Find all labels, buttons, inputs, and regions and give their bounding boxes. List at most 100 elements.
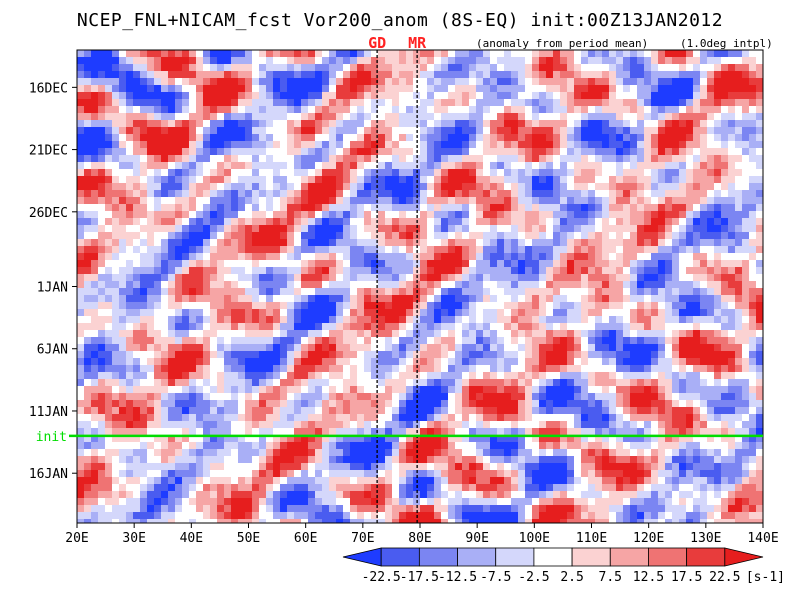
field-cell — [119, 113, 126, 120]
field-cell — [245, 71, 252, 78]
field-cell — [504, 211, 511, 218]
field-cell — [140, 372, 147, 379]
field-cell — [462, 316, 469, 323]
field-cell — [735, 57, 742, 64]
field-cell — [357, 358, 364, 365]
field-cell — [553, 302, 560, 309]
field-cell — [385, 253, 392, 260]
field-cell — [420, 92, 427, 99]
field-cell — [448, 197, 455, 204]
field-cell — [175, 134, 182, 141]
field-cell — [126, 127, 133, 134]
field-cell — [224, 64, 231, 71]
field-cell — [280, 351, 287, 358]
field-cell — [560, 141, 567, 148]
field-cell — [679, 330, 686, 337]
field-cell — [511, 162, 518, 169]
field-cell — [280, 120, 287, 127]
field-cell — [693, 211, 700, 218]
field-cell — [112, 393, 119, 400]
field-cell — [161, 281, 168, 288]
field-cell — [665, 190, 672, 197]
field-cell — [756, 99, 763, 106]
field-cell — [637, 302, 644, 309]
field-cell — [385, 78, 392, 85]
field-cell — [224, 134, 231, 141]
field-cell — [399, 211, 406, 218]
field-cell — [161, 253, 168, 260]
field-cell — [455, 260, 462, 267]
field-cell — [252, 330, 259, 337]
field-cell — [343, 386, 350, 393]
field-cell — [637, 92, 644, 99]
field-cell — [420, 197, 427, 204]
field-cell — [588, 379, 595, 386]
field-cell — [420, 99, 427, 106]
field-cell — [133, 260, 140, 267]
field-cell — [665, 127, 672, 134]
field-cell — [588, 239, 595, 246]
field-cell — [665, 99, 672, 106]
field-cell — [672, 288, 679, 295]
field-cell — [98, 344, 105, 351]
field-cell — [518, 253, 525, 260]
field-cell — [518, 78, 525, 85]
field-cell — [147, 162, 154, 169]
field-cell — [168, 92, 175, 99]
field-cell — [735, 162, 742, 169]
field-cell — [98, 218, 105, 225]
field-cell — [700, 50, 707, 57]
field-cell — [469, 260, 476, 267]
field-cell — [98, 365, 105, 372]
field-cell — [392, 281, 399, 288]
field-cell — [553, 183, 560, 190]
field-cell — [217, 64, 224, 71]
field-cell — [336, 71, 343, 78]
field-cell — [168, 267, 175, 274]
field-cell — [224, 127, 231, 134]
field-cell — [231, 57, 238, 64]
field-cell — [182, 204, 189, 211]
field-cell — [637, 379, 644, 386]
field-cell — [532, 78, 539, 85]
field-cell — [511, 71, 518, 78]
field-cell — [350, 120, 357, 127]
field-cell — [420, 162, 427, 169]
field-cell — [707, 232, 714, 239]
field-cell — [224, 379, 231, 386]
field-cell — [707, 400, 714, 407]
field-cell — [350, 162, 357, 169]
field-cell — [203, 365, 210, 372]
field-cell — [126, 71, 133, 78]
field-cell — [637, 141, 644, 148]
field-cell — [357, 141, 364, 148]
field-cell — [133, 281, 140, 288]
field-cell — [749, 337, 756, 344]
field-cell — [504, 85, 511, 92]
field-cell — [427, 302, 434, 309]
field-cell — [588, 211, 595, 218]
field-cell — [511, 323, 518, 330]
field-cell — [434, 218, 441, 225]
field-cell — [602, 316, 609, 323]
field-cell — [126, 393, 133, 400]
field-cell — [77, 274, 84, 281]
field-cell — [280, 78, 287, 85]
field-cell — [210, 253, 217, 260]
field-cell — [371, 113, 378, 120]
field-cell — [413, 351, 420, 358]
field-cell — [728, 295, 735, 302]
field-cell — [406, 358, 413, 365]
field-cell — [371, 337, 378, 344]
field-cell — [399, 323, 406, 330]
field-cell — [686, 197, 693, 204]
field-cell — [532, 148, 539, 155]
field-cell — [539, 134, 546, 141]
field-cell — [343, 155, 350, 162]
field-cell — [98, 358, 105, 365]
field-cell — [182, 50, 189, 57]
field-cell — [84, 169, 91, 176]
field-cell — [154, 225, 161, 232]
field-cell — [679, 204, 686, 211]
field-cell — [266, 120, 273, 127]
